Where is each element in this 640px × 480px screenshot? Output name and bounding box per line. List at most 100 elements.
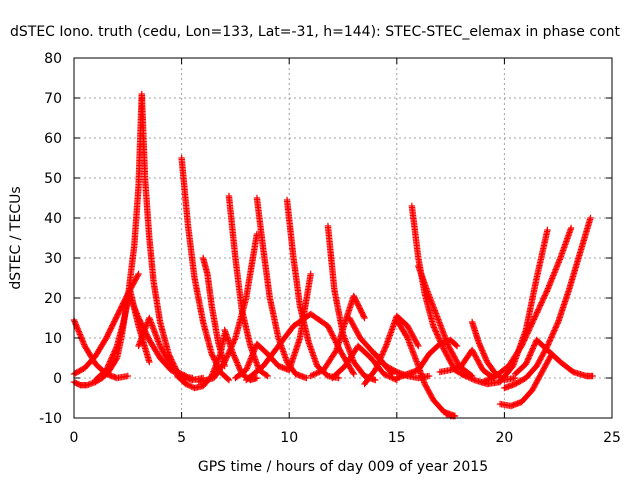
data-point xyxy=(469,376,477,383)
x-tick-label: 0 xyxy=(70,430,79,446)
data-point xyxy=(528,348,535,355)
data-point xyxy=(111,347,119,354)
series-31 xyxy=(496,350,555,410)
data-point xyxy=(488,374,495,382)
data-point xyxy=(485,376,492,383)
data-point xyxy=(548,332,556,340)
data-point xyxy=(374,361,382,368)
data-point xyxy=(542,289,550,296)
data-point xyxy=(382,344,389,351)
data-point xyxy=(431,325,438,333)
data-point xyxy=(531,313,539,320)
data-point xyxy=(435,334,442,341)
data-point xyxy=(480,350,487,357)
data-point xyxy=(359,312,367,319)
data-point xyxy=(373,363,380,371)
data-point xyxy=(113,344,120,351)
y-tick-label: -10 xyxy=(39,411,62,427)
series-26 xyxy=(408,202,469,380)
data-point xyxy=(439,343,447,351)
data-point xyxy=(372,376,379,384)
series-25 xyxy=(393,316,459,420)
data-point xyxy=(111,318,118,325)
data-point xyxy=(520,338,527,345)
data-point xyxy=(526,326,533,333)
data-point xyxy=(224,375,232,383)
data-point xyxy=(518,342,525,350)
data-point xyxy=(230,337,238,345)
data-point xyxy=(475,340,483,347)
data-point xyxy=(253,374,261,382)
series-29 xyxy=(468,318,519,384)
data-point xyxy=(231,336,238,343)
y-tick-label: 0 xyxy=(53,371,62,387)
data-point xyxy=(481,378,488,385)
data-point xyxy=(332,348,339,355)
data-point xyxy=(386,373,393,380)
data-point xyxy=(548,334,555,341)
data-point xyxy=(372,365,380,372)
data-point xyxy=(430,324,438,331)
data-point xyxy=(124,372,131,380)
data-point xyxy=(483,376,491,384)
data-point xyxy=(479,348,487,356)
data-point xyxy=(527,323,534,330)
data-point xyxy=(113,314,120,321)
data-point xyxy=(359,310,366,318)
data-point xyxy=(444,411,451,418)
data-point xyxy=(530,343,537,351)
data-point xyxy=(403,333,410,340)
data-point xyxy=(520,337,528,344)
data-point xyxy=(434,332,442,340)
data-point xyxy=(380,348,387,355)
data-point xyxy=(433,331,441,338)
data-point xyxy=(221,358,228,366)
data-point xyxy=(445,412,453,419)
data-point xyxy=(530,317,537,324)
data-point xyxy=(358,309,366,316)
data-point xyxy=(104,363,111,371)
data-point xyxy=(381,345,388,353)
series-34 xyxy=(511,336,596,380)
data-point xyxy=(110,349,118,357)
data-point xyxy=(527,349,535,356)
data-point xyxy=(436,336,443,344)
data-point xyxy=(105,329,113,336)
data-point xyxy=(307,270,314,278)
data-point xyxy=(110,351,117,358)
data-point xyxy=(116,307,123,314)
data-point xyxy=(522,334,529,341)
data-point xyxy=(459,371,466,378)
data-point xyxy=(550,328,557,336)
data-point xyxy=(110,319,117,327)
data-point xyxy=(112,315,119,322)
data-point xyxy=(223,353,231,360)
data-point xyxy=(134,272,142,279)
data-point xyxy=(432,327,439,334)
data-point xyxy=(482,355,490,363)
data-point xyxy=(535,305,543,312)
series-32 xyxy=(501,214,594,392)
data-point xyxy=(415,342,422,350)
data-point xyxy=(351,295,359,302)
y-tick-label: 40 xyxy=(44,211,62,227)
data-point xyxy=(530,316,538,323)
data-point xyxy=(530,342,538,349)
data-point xyxy=(465,374,472,381)
data-point xyxy=(335,374,342,382)
y-tick-label: 30 xyxy=(44,251,62,267)
data-point xyxy=(536,303,543,310)
data-point xyxy=(136,317,144,324)
data-point xyxy=(539,296,547,303)
data-point xyxy=(529,346,536,354)
grid xyxy=(74,58,612,418)
data-point xyxy=(105,361,113,368)
series-33 xyxy=(479,224,575,386)
data-point xyxy=(380,370,388,378)
data-point xyxy=(478,345,485,353)
data-point xyxy=(103,366,110,374)
data-point xyxy=(230,352,238,359)
data-point xyxy=(236,365,243,372)
x-axis-title: GPS time / hours of day 009 of year 2015 xyxy=(198,459,488,475)
